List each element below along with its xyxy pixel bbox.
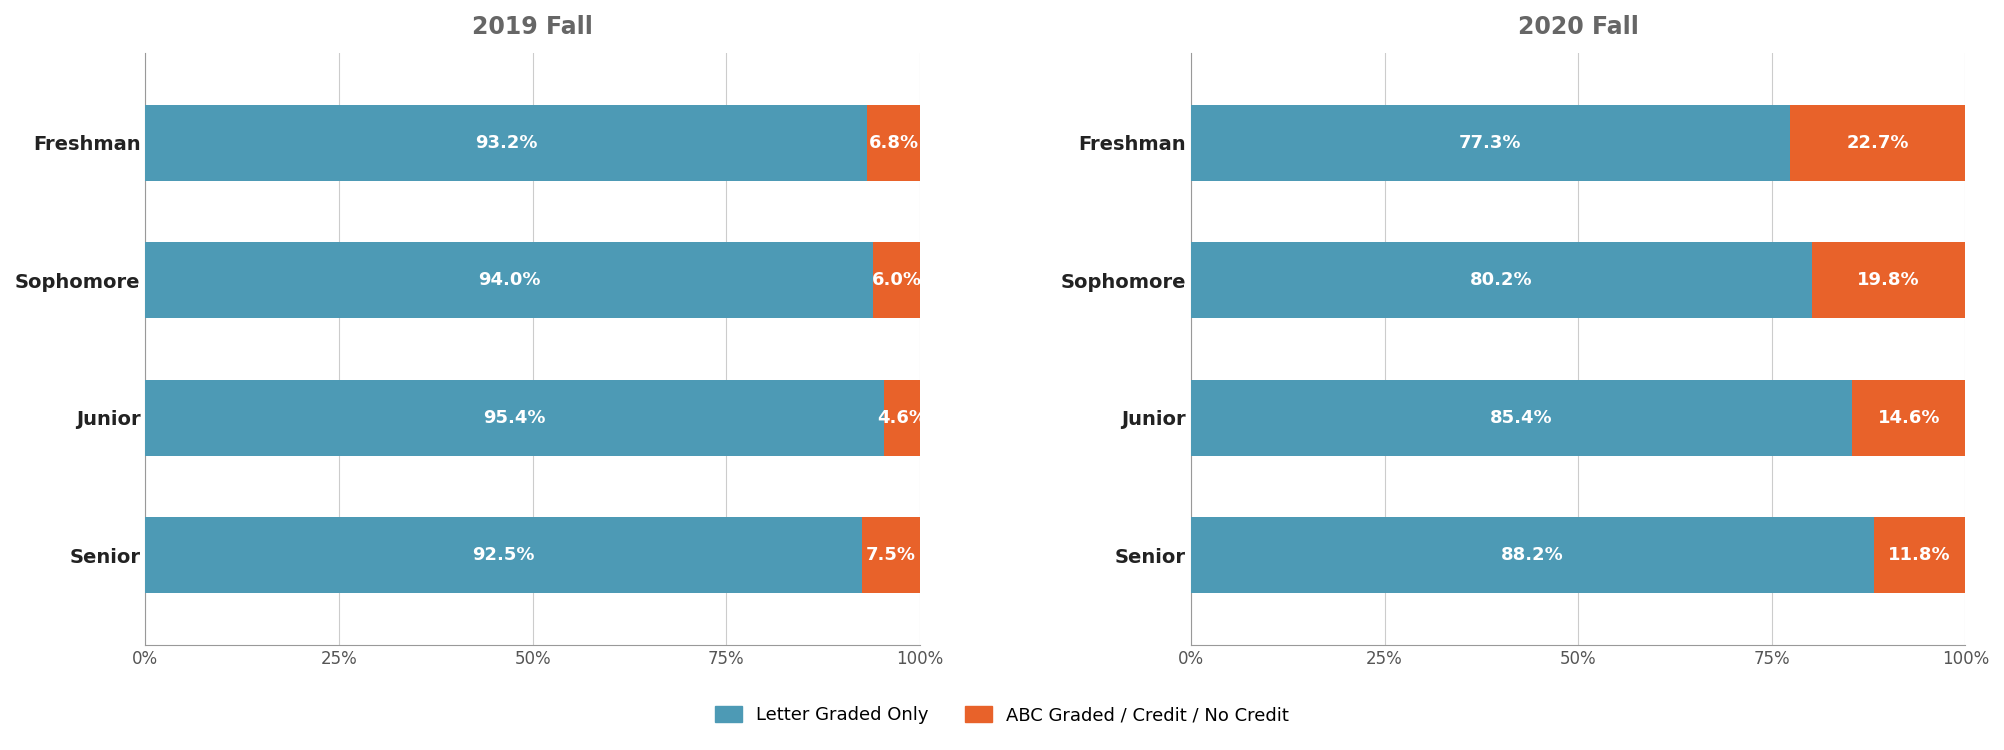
Bar [146,518,862,593]
Text: 11.8%: 11.8% [1888,546,1952,564]
Text: 4.6%: 4.6% [878,409,928,427]
Text: 92.5%: 92.5% [473,546,535,564]
Text: 85.4%: 85.4% [1491,409,1553,427]
Bar [146,380,884,455]
Text: 93.2%: 93.2% [475,134,537,152]
Bar [1190,518,1874,593]
Bar [1190,105,1790,181]
Title: 2020 Fall: 2020 Fall [1517,15,1639,39]
Bar [884,380,920,455]
Text: 94.0%: 94.0% [479,272,541,290]
Bar [146,105,868,181]
Bar [146,242,874,318]
Bar [862,518,920,593]
Text: 14.6%: 14.6% [1878,409,1940,427]
Legend: Letter Graded Only, ABC Graded / Credit / No Credit: Letter Graded Only, ABC Graded / Credit … [705,698,1299,734]
Text: 19.8%: 19.8% [1858,272,1920,290]
Text: 80.2%: 80.2% [1471,272,1533,290]
Title: 2019 Fall: 2019 Fall [473,15,593,39]
Bar [868,105,920,181]
Text: 95.4%: 95.4% [483,409,545,427]
Text: 6.8%: 6.8% [868,134,918,152]
Text: 7.5%: 7.5% [866,546,916,564]
Bar [1812,242,1966,318]
Bar [1190,380,1852,455]
Text: 88.2%: 88.2% [1501,546,1563,564]
Text: 77.3%: 77.3% [1459,134,1521,152]
Bar [1190,242,1812,318]
Bar [1874,518,1966,593]
Bar [1790,105,1966,181]
Text: 22.7%: 22.7% [1846,134,1908,152]
Bar [874,242,920,318]
Bar [1852,380,1966,455]
Text: 6.0%: 6.0% [872,272,922,290]
